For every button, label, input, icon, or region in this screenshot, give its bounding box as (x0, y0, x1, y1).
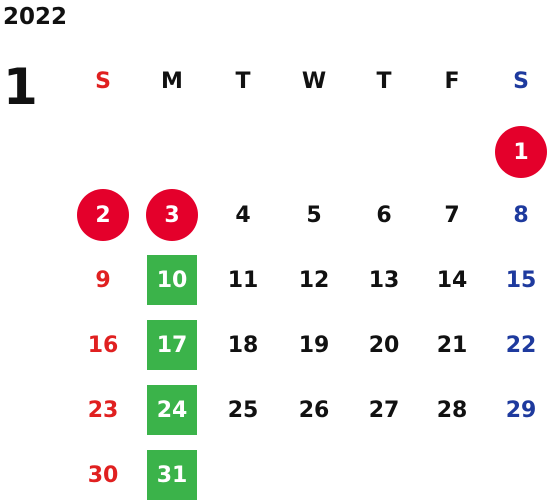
calendar-day-8: 8 (513, 202, 529, 228)
weekday-header-sunday: S (95, 68, 111, 94)
calendar-day-11: 11 (227, 267, 259, 293)
calendar-day-4: 4 (235, 202, 251, 228)
calendar-day-2: 2 (77, 189, 129, 241)
weekday-header-tuesday: T (235, 68, 251, 94)
calendar-day-21: 21 (436, 332, 468, 358)
weekday-header-monday: M (161, 68, 183, 94)
calendar-year: 2022 (3, 4, 68, 30)
calendar-day-5: 5 (306, 202, 322, 228)
weekday-header-friday: F (444, 68, 460, 94)
calendar-day-24: 24 (147, 385, 197, 435)
calendar-day-18: 18 (227, 332, 259, 358)
weekday-header-saturday: S (513, 68, 529, 94)
weekday-header-thursday: T (376, 68, 392, 94)
calendar-day-31: 31 (147, 450, 197, 500)
calendar-day-19: 19 (298, 332, 330, 358)
weekday-header-wednesday: W (301, 68, 327, 94)
calendar-day-6: 6 (376, 202, 392, 228)
calendar-day-23: 23 (87, 397, 119, 423)
calendar-day-9: 9 (95, 267, 111, 293)
calendar-day-12: 12 (298, 267, 330, 293)
calendar-day-20: 20 (368, 332, 400, 358)
calendar-day-28: 28 (436, 397, 468, 423)
calendar-day-26: 26 (298, 397, 330, 423)
calendar-day-17: 17 (147, 320, 197, 370)
calendar-day-14: 14 (436, 267, 468, 293)
calendar-day-22: 22 (505, 332, 537, 358)
calendar-month: 1 (3, 58, 38, 116)
calendar-day-29: 29 (505, 397, 537, 423)
calendar-day-30: 30 (87, 462, 119, 488)
calendar-day-15: 15 (505, 267, 537, 293)
calendar-day-7: 7 (444, 202, 460, 228)
calendar-day-13: 13 (368, 267, 400, 293)
calendar-day-1: 1 (495, 126, 547, 178)
calendar-day-25: 25 (227, 397, 259, 423)
calendar-day-3: 3 (146, 189, 198, 241)
calendar-day-27: 27 (368, 397, 400, 423)
calendar-day-10: 10 (147, 255, 197, 305)
calendar-day-16: 16 (87, 332, 119, 358)
